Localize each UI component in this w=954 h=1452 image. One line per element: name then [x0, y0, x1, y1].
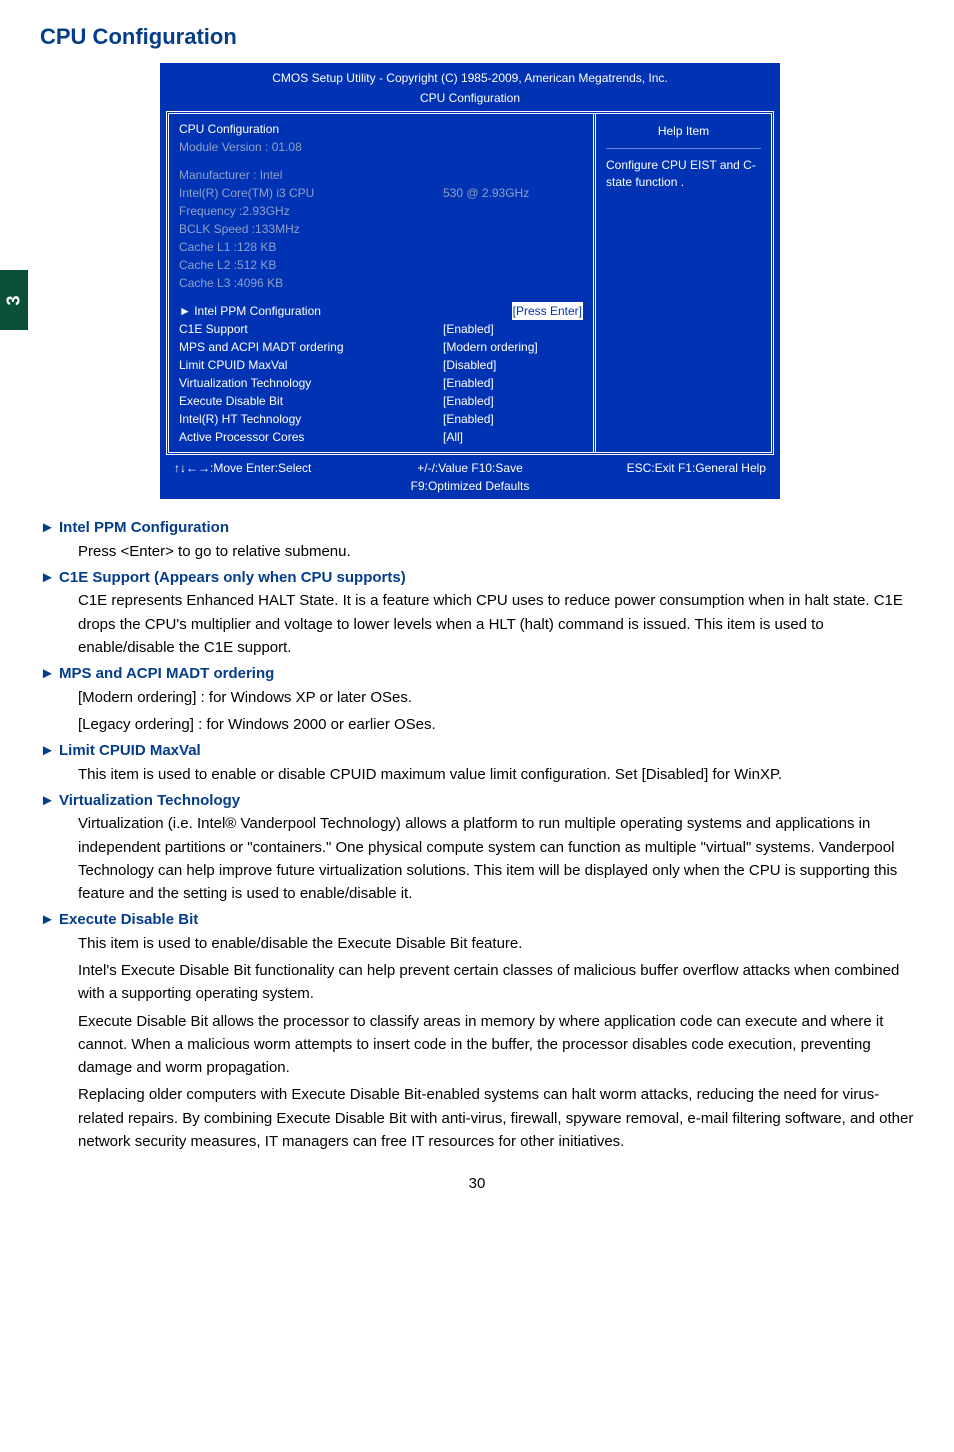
- bios-footer-center: +/-/:Value F10:Save F9:Optimized Default…: [371, 459, 568, 495]
- content-paragraph: Replacing older computers with Execute D…: [78, 1083, 914, 1153]
- bios-setting-value: [Disabled]: [443, 356, 583, 374]
- bios-info-row: BCLK Speed :133MHz: [179, 220, 583, 238]
- bios-footer: ↑↓←→:Move Enter:Select +/-/:Value F10:Sa…: [166, 459, 774, 495]
- bios-footer-center-2: F9:Optimized Defaults: [371, 477, 568, 495]
- bios-setting-label: C1E Support: [179, 320, 443, 338]
- content-paragraph: Intel's Execute Disable Bit functionalit…: [78, 959, 914, 1006]
- bios-info-label: Cache L2 :512 KB: [179, 256, 443, 274]
- bios-setting-value: [Enabled]: [443, 392, 583, 410]
- content-paragraph: C1E represents Enhanced HALT State. It i…: [78, 589, 914, 659]
- bios-left-pane: CPU Configuration Module Version : 01.08…: [169, 114, 596, 452]
- bios-setting-value: [Modern ordering]: [443, 338, 583, 356]
- bios-setting-row: Virtualization Technology[Enabled]: [179, 374, 583, 392]
- content-paragraph: [Legacy ordering] : for Windows 2000 or …: [78, 713, 914, 736]
- chapter-number: 3: [0, 295, 27, 305]
- bios-setting-label: Intel(R) HT Technology: [179, 410, 443, 428]
- page-title: CPU Configuration: [40, 20, 914, 53]
- bios-info-label: BCLK Speed :133MHz: [179, 220, 443, 238]
- bios-setting-label: ► Intel PPM Configuration: [179, 302, 512, 320]
- bios-info-row: Intel(R) Core(TM) i3 CPU530 @ 2.93GHz: [179, 184, 583, 202]
- content-heading: ► Limit CPUID MaxVal: [40, 740, 914, 763]
- bios-setting-label: Execute Disable Bit: [179, 392, 443, 410]
- bios-setting-value: [All]: [443, 428, 583, 446]
- bios-info-list: Manufacturer : IntelIntel(R) Core(TM) i3…: [179, 166, 583, 292]
- bios-setting-row: ► Intel PPM Configuration[Press Enter]: [179, 302, 583, 320]
- bios-left-title: CPU Configuration: [179, 120, 583, 138]
- content-heading: ► C1E Support (Appears only when CPU sup…: [40, 567, 914, 590]
- bios-info-row: Cache L3 :4096 KB: [179, 274, 583, 292]
- bios-info-label: Intel(R) Core(TM) i3 CPU: [179, 184, 443, 202]
- content-paragraph: Execute Disable Bit allows the processor…: [78, 1010, 914, 1080]
- bios-settings-list: ► Intel PPM Configuration[Press Enter]C1…: [179, 302, 583, 446]
- content-heading: ► Virtualization Technology: [40, 790, 914, 813]
- bios-footer-center-1: +/-/:Value F10:Save: [371, 459, 568, 477]
- bios-info-label: Frequency :2.93GHz: [179, 202, 443, 220]
- bios-info-label: Cache L1 :128 KB: [179, 238, 443, 256]
- content-paragraph: This item is used to enable or disable C…: [78, 763, 914, 786]
- content-heading: ► MPS and ACPI MADT ordering: [40, 663, 914, 686]
- bios-footer-left: ↑↓←→:Move Enter:Select: [174, 459, 371, 495]
- bios-info-value: [443, 238, 583, 256]
- bios-setting-label: Active Processor Cores: [179, 428, 443, 446]
- bios-setting-value: [Press Enter]: [512, 302, 583, 320]
- bios-info-value: [443, 220, 583, 238]
- bios-setting-label: MPS and ACPI MADT ordering: [179, 338, 443, 356]
- bios-info-row: Cache L2 :512 KB: [179, 256, 583, 274]
- bios-setting-row: Execute Disable Bit[Enabled]: [179, 392, 583, 410]
- chapter-tab: 3: [0, 270, 28, 330]
- bios-info-value: [443, 202, 583, 220]
- bios-setting-row: C1E Support[Enabled]: [179, 320, 583, 338]
- bios-module: Module Version : 01.08: [179, 138, 583, 156]
- bios-header-1: CMOS Setup Utility - Copyright (C) 1985-…: [160, 63, 780, 89]
- bios-setting-row: Intel(R) HT Technology[Enabled]: [179, 410, 583, 428]
- bios-info-row: Frequency :2.93GHz: [179, 202, 583, 220]
- content-paragraph: This item is used to enable/disable the …: [78, 932, 914, 955]
- content-paragraph: [Modern ordering] : for Windows XP or la…: [78, 686, 914, 709]
- bios-info-value: [443, 256, 583, 274]
- bios-info-row: Manufacturer : Intel: [179, 166, 583, 184]
- bios-info-row: Cache L1 :128 KB: [179, 238, 583, 256]
- bios-info-value: [443, 166, 583, 184]
- bios-setting-row: MPS and ACPI MADT ordering[Modern orderi…: [179, 338, 583, 356]
- content-paragraph: Press <Enter> to go to relative submenu.: [78, 540, 914, 563]
- bios-info-label: Cache L3 :4096 KB: [179, 274, 443, 292]
- page-number: 30: [40, 1173, 914, 1196]
- bios-setting-value: [Enabled]: [443, 320, 583, 338]
- bios-setting-row: Active Processor Cores[All]: [179, 428, 583, 446]
- bios-setting-label: Virtualization Technology: [179, 374, 443, 392]
- bios-setting-label: Limit CPUID MaxVal: [179, 356, 443, 374]
- bios-panel: CPU Configuration Module Version : 01.08…: [166, 111, 774, 455]
- bios-setting-row: Limit CPUID MaxVal[Disabled]: [179, 356, 583, 374]
- content-heading: ► Execute Disable Bit: [40, 909, 914, 932]
- bios-info-value: [443, 274, 583, 292]
- bios-screenshot: CMOS Setup Utility - Copyright (C) 1985-…: [160, 63, 780, 499]
- bios-info-label: Manufacturer : Intel: [179, 166, 443, 184]
- bios-setting-value: [Enabled]: [443, 374, 583, 392]
- bios-help-body: Configure CPU EIST and C-state function …: [606, 157, 761, 191]
- bios-setting-value: [Enabled]: [443, 410, 583, 428]
- bios-help-pane: Help Item Configure CPU EIST and C-state…: [596, 114, 771, 452]
- content-paragraph: Virtualization (i.e. Intel® Vanderpool T…: [78, 812, 914, 905]
- bios-info-value: 530 @ 2.93GHz: [443, 184, 583, 202]
- bios-header-2: CPU Configuration: [160, 89, 780, 111]
- content-body: ► Intel PPM ConfigurationPress <Enter> t…: [40, 517, 914, 1153]
- bios-footer-right: ESC:Exit F1:General Help: [569, 459, 766, 495]
- content-heading: ► Intel PPM Configuration: [40, 517, 914, 540]
- bios-help-title: Help Item: [606, 120, 761, 148]
